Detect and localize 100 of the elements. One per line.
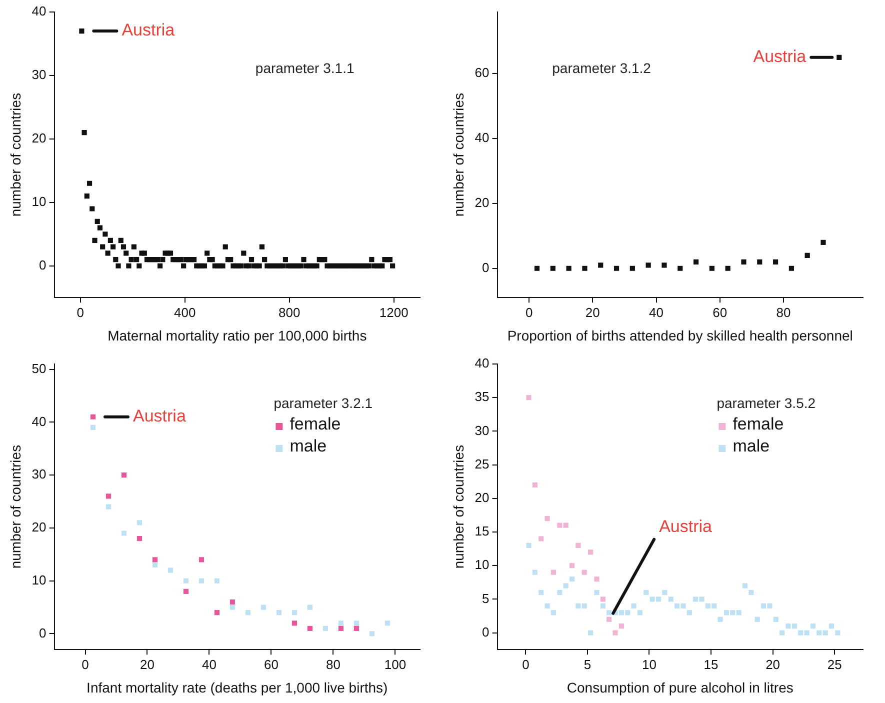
point [650, 596, 655, 602]
point [772, 259, 778, 264]
point [725, 266, 730, 271]
point [614, 266, 620, 271]
y-tick-label: 30 [32, 67, 46, 82]
point [576, 542, 581, 548]
y-tick-label: 0 [39, 625, 46, 640]
point [569, 563, 575, 568]
point [606, 610, 612, 616]
legend-title: parameter 3.5.2 [716, 394, 816, 411]
x-axis-title: Infant mortality rate (deaths per 1,000 live births) [86, 679, 388, 696]
point [230, 604, 236, 610]
point [526, 542, 532, 548]
legend-label: female [732, 414, 784, 434]
y-tick-label: 40 [474, 356, 490, 371]
point [836, 54, 842, 60]
y-axis-title: number of countries [7, 444, 24, 569]
point [686, 610, 692, 616]
point [544, 516, 550, 522]
y-tick-label: 20 [32, 520, 46, 535]
point [588, 550, 594, 555]
point [183, 578, 189, 584]
point [550, 570, 556, 575]
point [662, 262, 667, 268]
point [760, 603, 766, 608]
x-tick-label: 15 [704, 656, 718, 672]
point [600, 596, 606, 602]
point [121, 530, 127, 536]
point [322, 626, 328, 631]
y-tick-label: 10 [32, 194, 46, 209]
annotation: Austria [122, 20, 176, 40]
point [712, 603, 717, 608]
point [786, 624, 791, 629]
x-tick-label: 60 [712, 304, 728, 320]
x-tick-label: 20 [766, 656, 780, 672]
point [152, 557, 158, 562]
point [705, 603, 710, 608]
point [741, 259, 746, 264]
point [630, 266, 635, 271]
point [563, 583, 568, 588]
annotation: Austria [659, 517, 713, 536]
x-tick-label: 20 [140, 656, 154, 672]
point [625, 610, 630, 616]
point [582, 266, 588, 271]
point [245, 610, 251, 616]
y-tick-label: 10 [474, 557, 490, 572]
point [767, 603, 772, 608]
y-tick-label: 0 [39, 257, 46, 272]
y-tick-label: 20 [32, 130, 46, 146]
point [183, 588, 189, 594]
point [618, 610, 624, 616]
x-tick-label: 0 [76, 304, 84, 320]
point [534, 266, 540, 271]
point [198, 557, 204, 562]
point [742, 583, 748, 588]
point [588, 630, 594, 636]
point [724, 610, 730, 616]
y-tick-label: 30 [474, 422, 490, 438]
point [292, 620, 298, 626]
y-tick-label: 0 [482, 260, 490, 275]
point [550, 610, 556, 616]
x-tick-label: 0 [82, 656, 89, 672]
point [276, 610, 282, 616]
x-tick-label: 400 [174, 304, 196, 320]
point [526, 395, 532, 400]
legend-label: male [290, 436, 327, 456]
point [662, 590, 668, 596]
point [693, 596, 698, 602]
point [644, 590, 649, 596]
y-axis-title: number of countries [450, 444, 466, 569]
point [820, 240, 826, 245]
legend-label: male [732, 436, 770, 456]
x-tick-label: 40 [649, 304, 664, 320]
point [136, 520, 142, 526]
point [606, 616, 612, 622]
point [816, 630, 822, 636]
x-tick-label: 80 [776, 304, 791, 320]
y-axis-title: number of countries [450, 92, 466, 217]
x-tick-label: 60 [264, 656, 278, 672]
point [748, 590, 754, 596]
x-tick-label: 1200 [379, 304, 408, 320]
x-tick-label: 100 [384, 656, 406, 672]
x-tick-label: 25 [827, 656, 842, 672]
y-tick-label: 15 [474, 524, 490, 539]
point [369, 631, 375, 636]
point [384, 620, 390, 626]
point [680, 603, 686, 608]
point [804, 252, 810, 258]
point [612, 630, 618, 636]
point [307, 604, 313, 610]
y-tick-label: 40 [474, 130, 490, 146]
x-tick-label: 0 [522, 656, 530, 672]
y-tick-label: 35 [474, 389, 490, 404]
point [230, 599, 236, 605]
x-tick-label: 800 [278, 304, 300, 320]
point [260, 604, 266, 610]
point [693, 259, 699, 264]
point [718, 616, 723, 622]
y-tick-label: 20 [474, 195, 490, 210]
point [307, 626, 313, 631]
